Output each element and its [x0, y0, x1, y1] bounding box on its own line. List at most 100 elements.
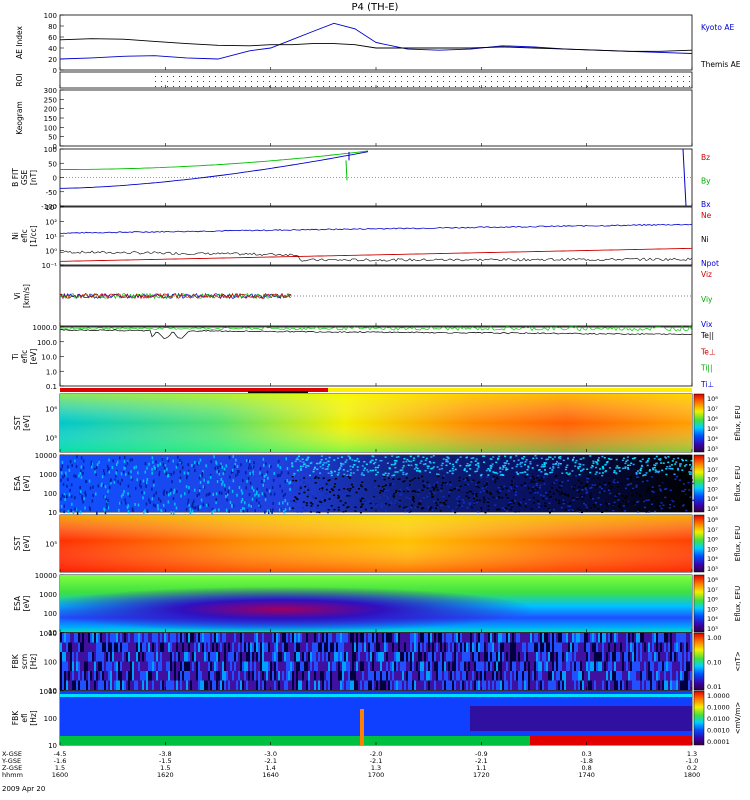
spectrogram-pixel: [458, 476, 461, 479]
spectrogram-pixel: [382, 642, 384, 652]
spectrogram-pixel: [347, 455, 350, 457]
spectrogram-pixel: [230, 652, 232, 662]
spectrogram-pixel: [188, 661, 190, 671]
spectrogram-pixel: [430, 456, 433, 458]
spectrogram-pixel: [154, 633, 156, 643]
spectrogram-pixel: [67, 465, 69, 469]
spectrogram-pixel: [114, 652, 116, 662]
spectrogram-pixel: [520, 661, 522, 671]
spectrogram-pixel: [228, 661, 230, 671]
spectrogram-pixel: [493, 472, 496, 474]
spectrogram-pixel: [428, 652, 430, 662]
spectrogram-pixel: [356, 469, 359, 471]
series-spike-by: [345, 160, 348, 181]
spectrogram-pixel: [240, 661, 242, 671]
spectrogram-pixel: [530, 661, 532, 671]
spectrogram-pixel: [595, 471, 598, 473]
spectrogram-pixel: [580, 633, 582, 643]
spectrogram-pixel: [114, 478, 116, 482]
spectrogram-pixel: [105, 497, 107, 501]
spectrogram-pixel: [333, 496, 336, 499]
spectrogram-pixel: [470, 680, 472, 690]
panel-ylabel: efi: [20, 713, 29, 723]
spectrogram-pixel: [524, 633, 526, 643]
spectrogram-pixel: [408, 511, 411, 513]
spectrogram-pixel: [597, 508, 600, 510]
spectrogram-pixel: [364, 661, 366, 671]
spectrogram-pixel: [408, 642, 410, 652]
spectrogram-pixel: [378, 642, 380, 652]
spectrogram-pixel: [662, 462, 665, 464]
spectrogram-pixel: [70, 652, 72, 662]
mode-bar-fast: [60, 388, 328, 392]
spectrogram-pixel: [480, 473, 483, 476]
spectrogram-pixel: [106, 652, 108, 662]
spectrogram-pixel: [128, 633, 130, 643]
spectrogram-pixel: [220, 680, 222, 690]
spectrogram-pixel: [610, 458, 613, 460]
spectrogram-pixel: [380, 680, 382, 690]
spectrogram-pixel: [224, 661, 226, 671]
spectrogram-pixel: [668, 661, 670, 671]
spectrogram-pixel: [142, 671, 144, 681]
spectrogram-pixel: [120, 501, 122, 505]
spectrogram-pixel: [608, 671, 610, 681]
spectrogram-pixel: [656, 680, 658, 690]
spectrogram-pixel: [256, 633, 258, 643]
spectrogram-pixel: [106, 464, 109, 468]
spectrogram-pixel: [145, 481, 148, 485]
spectrogram-pixel: [226, 680, 228, 690]
roi-dot: [365, 81, 366, 82]
spectrogram-pixel: [531, 467, 534, 469]
spectrogram-pixel: [504, 642, 506, 652]
spectrogram-pixel: [294, 496, 297, 498]
spectrogram-pixel: [352, 680, 354, 690]
roi-dot: [395, 81, 396, 82]
roi-dot: [689, 76, 690, 77]
spectrogram-pixel: [485, 484, 488, 486]
spectrogram-pixel: [250, 466, 252, 470]
spectrogram-pixel: [348, 661, 350, 671]
spectrogram-pixel: [586, 652, 588, 662]
spectrogram-pixel: [81, 495, 83, 499]
spectrogram-pixel: [602, 661, 604, 671]
spectrogram-pixel: [312, 633, 314, 643]
spectrogram-pixel: [398, 652, 400, 662]
spectrogram-pixel: [536, 642, 538, 652]
spectrogram-pixel: [460, 652, 462, 662]
spectrogram-pixel: [402, 461, 405, 463]
spectrogram-pixel: [446, 633, 448, 643]
spectrogram-pixel: [384, 671, 386, 681]
spectrogram-pixel: [430, 661, 432, 671]
panel-ylabel: Keogram: [15, 101, 24, 135]
spectrogram-pixel: [182, 652, 184, 662]
spectrogram-pixel: [414, 506, 417, 509]
spectrogram-pixel: [143, 491, 146, 495]
spectrogram-pixel: [572, 499, 575, 501]
spectrogram-pixel: [160, 671, 162, 681]
spectrogram-pixel: [371, 469, 374, 472]
spectrogram-pixel: [466, 661, 468, 671]
panel-ylabel: [eV]: [22, 536, 31, 552]
spectrogram-pixel: [151, 497, 154, 501]
spectrogram-pixel: [354, 633, 356, 643]
spectrogram-pixel: [111, 465, 114, 469]
spectrogram-pixel: [236, 493, 238, 497]
spectrogram-pixel: [333, 470, 336, 473]
spectrogram-pixel: [527, 487, 530, 489]
spectrogram-pixel: [274, 661, 276, 671]
spectrogram-pixel: [546, 494, 549, 496]
roi-dot: [413, 81, 414, 82]
spectrogram-pixel: [318, 462, 321, 465]
spectrogram-pixel: [392, 633, 394, 643]
spectrogram-pixel: [582, 671, 584, 681]
spectrogram-pixel: [618, 633, 620, 643]
spectrogram-pixel: [656, 642, 658, 652]
spectrogram-pixel: [263, 492, 266, 496]
spectrogram-pixel: [399, 469, 402, 472]
spectrogram-pixel: [586, 680, 588, 690]
spectrogram-pixel: [560, 506, 563, 509]
spectrogram-pixel: [120, 472, 123, 476]
colorbar-label: Eflux, EFU: [734, 586, 742, 621]
spectrogram-pixel: [439, 510, 442, 512]
